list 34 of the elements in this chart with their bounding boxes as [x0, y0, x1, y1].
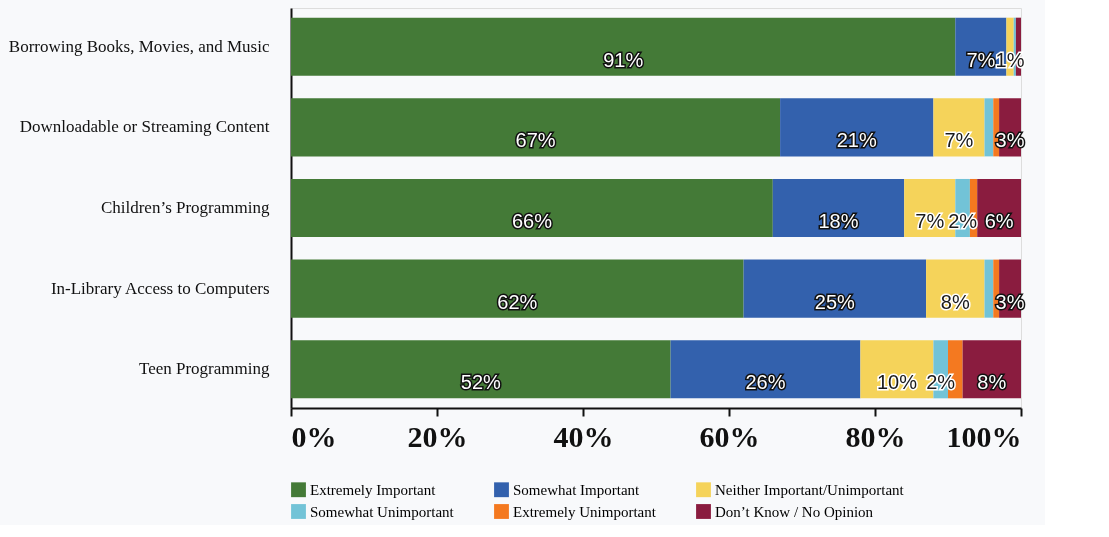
data-label: 7% — [966, 48, 996, 71]
data-label: 8% — [977, 371, 1007, 394]
legend-label: Extremely Important — [310, 481, 437, 498]
legend-label: Don’t Know / No Opinion — [715, 503, 874, 520]
data-label: 62% — [497, 290, 538, 313]
x-tick-label: 100% — [946, 419, 1022, 453]
y-tick-label: In-Library Access to Computers — [50, 278, 270, 298]
legend-label: Extremely Unimportant — [513, 503, 657, 520]
y-tick-label: Teen Programming — [138, 359, 270, 379]
data-label: 21% — [836, 129, 877, 152]
y-tick-label: Children’s Programming — [100, 198, 270, 217]
x-tick-label: 0% — [291, 419, 337, 453]
data-label: 1% — [995, 48, 1025, 71]
data-label: 6% — [984, 210, 1014, 232]
x-tick-label: 80% — [845, 419, 906, 453]
data-label: 8% — [940, 290, 970, 313]
data-label: 67% — [515, 129, 556, 152]
data-label: 7% — [944, 129, 974, 152]
x-tick-label: 40% — [553, 419, 614, 453]
legend-label: Somewhat Unimportant — [310, 503, 455, 520]
data-label: 18% — [818, 210, 859, 232]
legend-label: Neither Important/Unimportant — [715, 481, 905, 498]
data-label: 25% — [814, 290, 856, 313]
data-label: 10% — [876, 371, 918, 394]
x-tick-label: 60% — [699, 419, 760, 453]
data-label: 7% — [915, 210, 945, 232]
y-tick-label: Borrowing Books, Movies, and Music — [8, 36, 270, 56]
data-label: 91% — [603, 48, 644, 71]
data-label: 52% — [460, 371, 502, 394]
x-tick-label: 20% — [407, 419, 468, 453]
data-label: 66% — [511, 210, 553, 232]
y-tick-label: Downloadable or Streaming Content — [19, 117, 270, 137]
data-label: 26% — [745, 371, 786, 394]
legend-label: Somewhat Important — [513, 481, 641, 498]
